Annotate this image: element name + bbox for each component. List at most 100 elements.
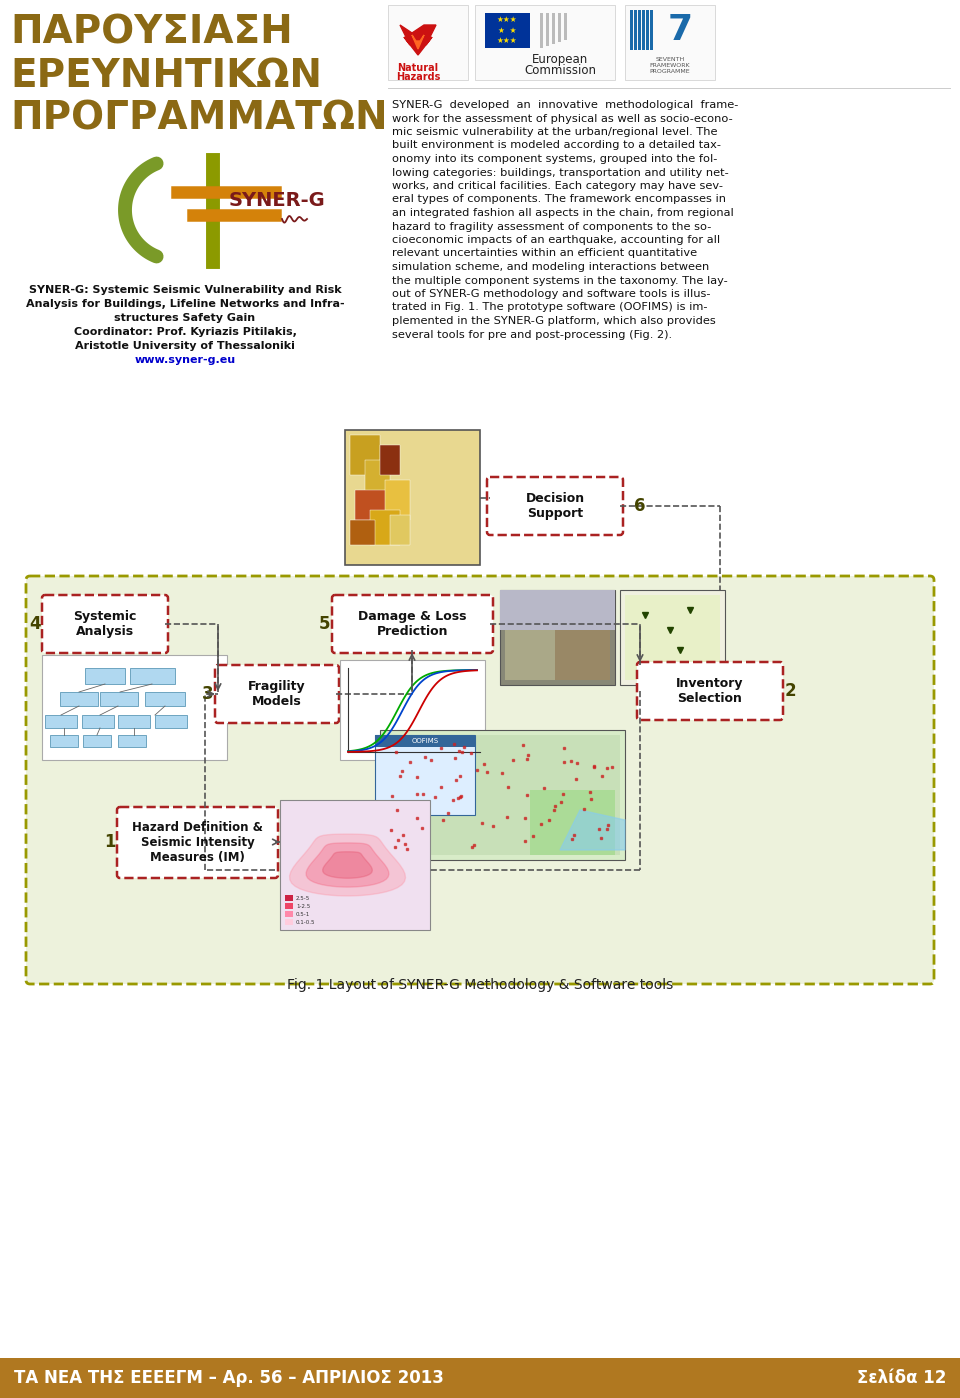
Polygon shape (306, 843, 389, 888)
Bar (625, 6, 715, 80)
Bar (530, 790, 615, 856)
Text: simulation scheme, and modeling interactions between: simulation scheme, and modeling interact… (392, 261, 709, 273)
Bar (0, 1357, 960, 1398)
Text: Fragility
Models: Fragility Models (249, 679, 306, 707)
Bar (500, 590, 615, 630)
Bar (42, 656, 227, 761)
FancyBboxPatch shape (487, 477, 623, 535)
Bar (155, 714, 187, 728)
Text: Hazards: Hazards (396, 73, 441, 82)
Text: 6: 6 (635, 498, 646, 514)
Text: onomy into its component systems, grouped into the fol-: onomy into its component systems, groupe… (392, 154, 717, 164)
Bar (145, 692, 185, 706)
Text: an integrated fashion all aspects in the chain, from regional: an integrated fashion all aspects in the… (392, 208, 733, 218)
Bar (82, 714, 114, 728)
Bar (625, 596, 720, 679)
FancyBboxPatch shape (26, 576, 934, 984)
Bar (475, 6, 615, 80)
Bar (85, 668, 125, 684)
Bar (118, 735, 146, 747)
Bar (118, 714, 150, 728)
Bar (505, 630, 555, 679)
Text: SYNER-G  developed  an  innovative  methodological  frame-: SYNER-G developed an innovative methodol… (392, 101, 738, 110)
Text: 4: 4 (29, 615, 41, 633)
Text: 0.5-1: 0.5-1 (296, 911, 310, 917)
Bar (552, 13, 555, 43)
Text: SYNER-G: SYNER-G (229, 192, 325, 211)
Text: eral types of components. The framework encompasses in: eral types of components. The framework … (392, 194, 726, 204)
Bar (340, 660, 485, 761)
Bar (385, 735, 620, 856)
Text: SEVENTH
FRAMEWORK
PROGRAMME: SEVENTH FRAMEWORK PROGRAMME (650, 57, 690, 74)
Bar (45, 714, 77, 728)
Text: ★★★
★  ★
★★★: ★★★ ★ ★ ★★★ (496, 15, 517, 45)
Bar (555, 610, 610, 679)
FancyBboxPatch shape (42, 596, 168, 653)
Bar (350, 435, 380, 475)
Text: plemented in the SYNER-G platform, which also provides: plemented in the SYNER-G platform, which… (392, 316, 716, 326)
Bar (50, 735, 78, 747)
Bar (540, 13, 543, 48)
Text: 3: 3 (203, 685, 214, 703)
Bar (546, 13, 549, 46)
Text: 2: 2 (784, 682, 796, 700)
Bar (390, 514, 410, 545)
Text: the multiple component systems in the taxonomy. The lay-: the multiple component systems in the ta… (392, 275, 728, 285)
Text: ΠΑΡΟΥΣΙΑΣΗ: ΠΑΡΟΥΣΙΑΣΗ (10, 14, 293, 52)
Bar (380, 730, 625, 860)
Bar (500, 590, 615, 685)
Bar (558, 13, 561, 42)
Text: structures Safety Gain: structures Safety Gain (114, 313, 255, 323)
Bar (130, 668, 175, 684)
Bar (620, 590, 725, 685)
Bar (650, 10, 653, 50)
Text: lowing categories: buildings, transportation and utility net-: lowing categories: buildings, transporta… (392, 168, 729, 178)
Bar (634, 10, 637, 50)
Text: Systemic
Analysis: Systemic Analysis (73, 610, 136, 637)
Bar (280, 800, 430, 930)
Text: 2.5-5: 2.5-5 (296, 896, 310, 900)
Text: ΤΑ ΝΕΑ ΤΗΣ ΕΕΕΕΓΜ – Αρ. 56 – ΑΠΡΙΛΙΟΣ 2013: ΤΑ ΝΕΑ ΤΗΣ ΕΕΕΕΓΜ – Αρ. 56 – ΑΠΡΙΛΙΟΣ 20… (14, 1369, 444, 1387)
Bar (638, 10, 641, 50)
Text: www.syner-g.eu: www.syner-g.eu (134, 355, 235, 365)
Text: Inventory
Selection: Inventory Selection (676, 677, 744, 705)
Text: built environment is modeled according to a detailed tax-: built environment is modeled according t… (392, 141, 721, 151)
Text: Fig. 1 Layout of SYNER-G Methodology & Software tools: Fig. 1 Layout of SYNER-G Methodology & S… (287, 979, 673, 993)
Text: Natural: Natural (397, 63, 439, 73)
Bar (83, 735, 111, 747)
Bar (285, 903, 293, 909)
Text: trated in Fig. 1. The prototype software (OOFIMS) is im-: trated in Fig. 1. The prototype software… (392, 302, 708, 313)
Bar (375, 735, 475, 815)
Text: works, and critical facilities. Each category may have sev-: works, and critical facilities. Each cat… (392, 180, 723, 192)
Text: Analysis for Buildings, Lifeline Networks and Infra-: Analysis for Buildings, Lifeline Network… (26, 299, 345, 309)
Text: 1-2.5: 1-2.5 (296, 903, 310, 909)
Text: ΠΡΟΓΡΑΜΜΑΤΩΝ: ΠΡΟΓΡΑΜΜΑΤΩΝ (10, 101, 388, 138)
Text: Hazard Definition &
Seismic Intensity
Measures (IM): Hazard Definition & Seismic Intensity Me… (132, 821, 263, 864)
Text: 0.1-0.5: 0.1-0.5 (296, 920, 316, 924)
Bar (642, 10, 645, 50)
Text: relevant uncertainties within an efficient quantitative: relevant uncertainties within an efficie… (392, 249, 697, 259)
Text: 1: 1 (105, 833, 116, 851)
Bar (285, 918, 293, 925)
Text: hazard to fragility assessment of components to the so-: hazard to fragility assessment of compon… (392, 221, 711, 232)
FancyBboxPatch shape (215, 665, 339, 723)
Text: 7: 7 (667, 13, 692, 48)
Bar (60, 692, 98, 706)
Text: Aristotle University of Thessaloniki: Aristotle University of Thessaloniki (75, 341, 295, 351)
Text: ΕΡΕΥΝΗΤΙΚΩΝ: ΕΡΕΥΝΗΤΙΚΩΝ (10, 57, 322, 95)
Text: Damage & Loss
Prediction: Damage & Loss Prediction (358, 610, 467, 637)
Bar (285, 895, 293, 900)
Bar (385, 480, 410, 520)
Text: cioeconomic impacts of an earthquake, accounting for all: cioeconomic impacts of an earthquake, ac… (392, 235, 720, 245)
Bar (365, 460, 390, 495)
Text: several tools for pre and post-processing (Fig. 2).: several tools for pre and post-processin… (392, 330, 672, 340)
Text: European: European (532, 53, 588, 66)
Text: Coordinator: Prof. Kyriazis Pitilakis,: Coordinator: Prof. Kyriazis Pitilakis, (74, 327, 297, 337)
Text: mic seismic vulnerability at the urban/regional level. The: mic seismic vulnerability at the urban/r… (392, 127, 717, 137)
Text: Commission: Commission (524, 64, 596, 77)
Bar (485, 13, 530, 48)
Bar (355, 491, 390, 520)
FancyBboxPatch shape (332, 596, 493, 653)
Text: Decision
Support: Decision Support (525, 492, 585, 520)
FancyBboxPatch shape (637, 663, 783, 720)
